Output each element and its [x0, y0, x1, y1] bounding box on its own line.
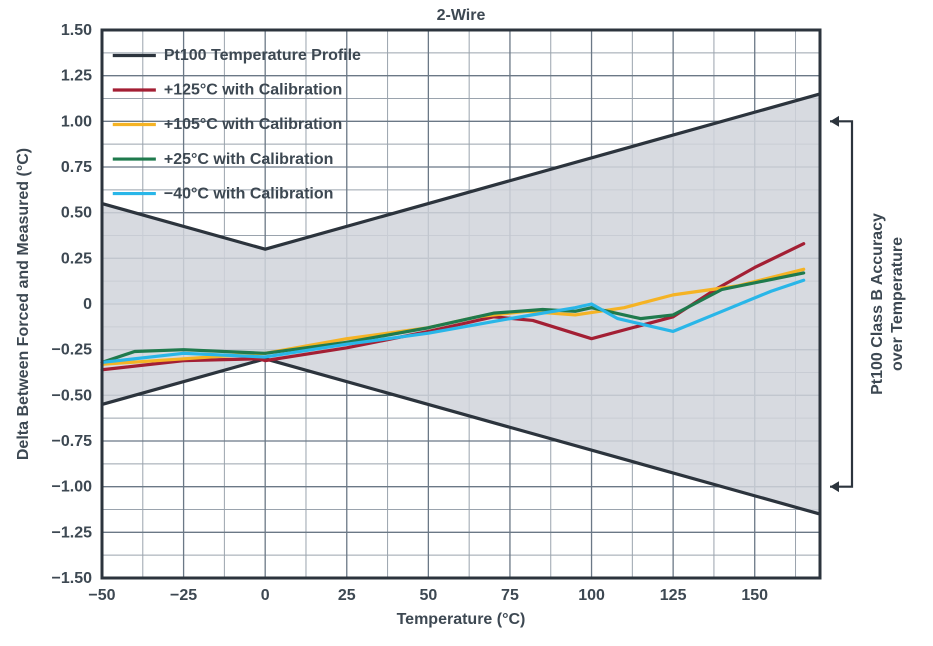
- x-tick-label: 100: [578, 587, 605, 604]
- y-tick-label: −0.25: [52, 342, 93, 359]
- right-label-line2: over Temperature: [889, 237, 906, 371]
- x-axis-title: Temperature (°C): [397, 611, 526, 628]
- y-tick-label: 0.50: [61, 205, 92, 222]
- legend-label: +125°C with Calibration: [164, 82, 342, 99]
- x-tick-label: 0: [261, 587, 270, 604]
- legend-label: Pt100 Temperature Profile: [164, 47, 361, 64]
- x-tick-label: 75: [501, 587, 519, 604]
- y-tick-label: −1.00: [52, 479, 93, 496]
- x-tick-label: −50: [88, 587, 115, 604]
- legend-label: +25°C with Calibration: [164, 151, 334, 168]
- y-tick-label: 0.75: [61, 159, 92, 176]
- y-tick-label: −0.50: [52, 387, 93, 404]
- chart-svg: −50 −25 0 25 50 75 100 125 150 −1.50 −1.25 −1.00 −0.…: [0, 0, 933, 641]
- y-tick-label: 1.25: [61, 68, 92, 85]
- x-tick-label: 25: [338, 587, 356, 604]
- y-tick-label: 0.25: [61, 250, 92, 267]
- legend-label: +105°C with Calibration: [164, 116, 342, 133]
- y-axis-title: Delta Between Forced and Measured (°C): [15, 148, 32, 460]
- y-tick-label: −1.50: [52, 570, 93, 587]
- x-tick-label: 125: [660, 587, 687, 604]
- x-tick-label: −25: [170, 587, 197, 604]
- y-tick-label: 1.50: [61, 22, 92, 39]
- chart-container: −50 −25 0 25 50 75 100 125 150 −1.50 −1.25 −1.00 −0.…: [0, 0, 933, 641]
- y-tick-label: −1.25: [52, 524, 93, 541]
- right-label-line1: Pt100 Class B Accuracy: [869, 213, 886, 395]
- legend-label: −40°C with Calibration: [164, 185, 334, 202]
- y-tick-label: 0: [83, 296, 92, 313]
- chart-title: 2-Wire: [437, 7, 486, 24]
- x-tick-label: 150: [741, 587, 768, 604]
- y-tick-label: 1.00: [61, 113, 92, 130]
- x-tick-label: 50: [419, 587, 437, 604]
- y-tick-label: −0.75: [52, 433, 93, 450]
